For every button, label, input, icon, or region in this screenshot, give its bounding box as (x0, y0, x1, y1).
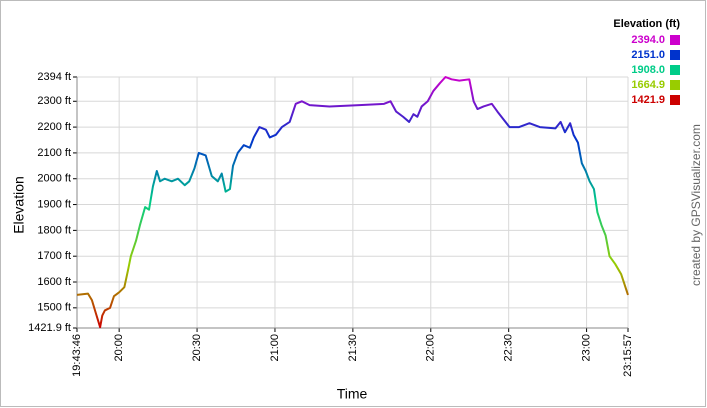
y-tick-label: 2100 ft (37, 147, 71, 159)
legend-swatch (670, 80, 680, 90)
y-tick-label: 1421.9 ft (28, 322, 71, 334)
legend-label: 2394.0 (631, 34, 665, 46)
x-tick-label: 22:30 (503, 334, 515, 362)
x-tick-label: 21:30 (347, 334, 359, 362)
x-tick-label: 23:15:57 (622, 334, 634, 377)
x-tick-label: 19:43:46 (71, 334, 83, 377)
legend-swatch (670, 95, 680, 105)
legend-swatch (670, 35, 680, 45)
x-tick-label: 21:00 (269, 334, 281, 362)
legend-swatch (670, 65, 680, 75)
x-axis-title: Time (337, 386, 368, 402)
y-tick-label: 2394 ft (37, 71, 71, 83)
legend-swatch (670, 50, 680, 60)
legend-label: 2151.0 (631, 49, 665, 61)
legend-label: 1664.9 (631, 79, 665, 91)
y-tick-label: 1700 ft (37, 250, 71, 262)
y-tick-label: 1800 ft (37, 224, 71, 236)
x-tick-label: 22:00 (425, 334, 437, 362)
x-tick-label: 20:30 (191, 334, 203, 362)
legend-title: Elevation (ft) (613, 18, 680, 30)
y-tick-label: 2000 ft (37, 173, 71, 185)
legend-label: 1421.9 (631, 94, 665, 106)
y-tick-label: 2200 ft (37, 121, 71, 133)
y-axis-title: Elevation (11, 176, 27, 234)
y-tick-label: 1900 ft (37, 198, 71, 210)
y-tick-label: 1500 ft (37, 302, 71, 314)
credit: created by GPSVisualizer.com (689, 124, 703, 286)
elevation-line (76, 76, 629, 329)
y-tick-label: 2300 ft (37, 95, 71, 107)
y-tick-label: 1600 ft (37, 276, 71, 288)
x-tick-label: 20:00 (113, 334, 125, 362)
x-tick-label: 23:00 (580, 334, 592, 362)
legend-label: 1908.0 (631, 64, 665, 76)
